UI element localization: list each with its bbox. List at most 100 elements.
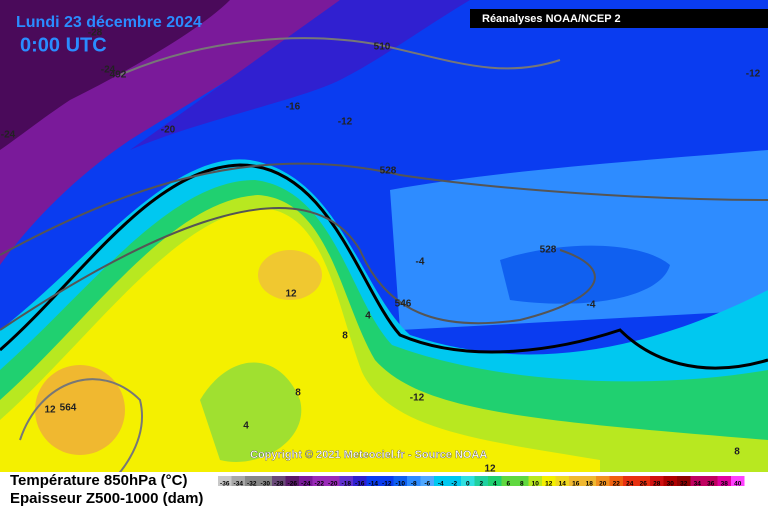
contour-label: -12	[338, 117, 353, 128]
scale-tick: 38	[721, 481, 729, 488]
scale-swatch	[231, 476, 245, 486]
scale-swatch	[461, 476, 475, 486]
scale-tick: 30	[667, 481, 675, 488]
scale-swatch	[690, 476, 704, 486]
contour-label: 492	[110, 70, 127, 81]
contour-label: 4	[365, 311, 371, 322]
contour-label: 8	[342, 331, 348, 342]
color-scale: -36 -34 -32 -30 -28 -26 -24 -22 -20 -18 -16 -14 -12-…	[218, 476, 745, 488]
time: 0:00 UTC	[20, 34, 107, 56]
scale-tick: 0	[466, 481, 470, 488]
thickness-contour	[0, 207, 596, 331]
scale-swatch	[420, 476, 434, 486]
source: Réanalyses NOAA/NCEP 2	[482, 13, 621, 25]
scale-tick: 40	[734, 481, 742, 488]
zero-isotherm	[0, 163, 768, 370]
scale-swatch	[542, 476, 556, 486]
scale-swatch	[717, 476, 731, 486]
scale-swatch	[218, 476, 232, 486]
scale-tick: -16	[355, 481, 365, 488]
scale-tick: 32	[680, 481, 688, 488]
scale-tick: -30	[261, 481, 271, 488]
contour-label: 8	[734, 447, 740, 458]
contour-label: -12	[410, 393, 425, 404]
scale-swatch	[353, 476, 367, 486]
green-pocket	[200, 362, 302, 462]
contour-label: -20	[161, 125, 176, 136]
contour-label: -28	[88, 28, 103, 39]
scale-tick: -20	[328, 481, 338, 488]
contour-label: 528	[540, 245, 557, 256]
scale-tick: 28	[653, 481, 661, 488]
copyright: Copyright © 2021 Meteociel.fr - Source N…	[250, 449, 487, 461]
scale-swatch	[488, 476, 502, 486]
scale-swatch	[447, 476, 461, 486]
scale-tick: 26	[640, 481, 648, 488]
scale-tick: 16	[572, 481, 580, 488]
source-bar	[470, 9, 768, 28]
contour-label: 4	[243, 421, 249, 432]
scale-tick: -10	[396, 481, 406, 488]
scale-swatch	[299, 476, 313, 486]
scale-swatch	[258, 476, 272, 486]
scale-swatch	[366, 476, 380, 486]
cool-area	[390, 150, 768, 330]
scale-tick: 8	[520, 481, 524, 488]
thickness-contour	[119, 37, 561, 76]
scale-tick: -12	[382, 481, 392, 488]
scale-tick: -18	[342, 481, 352, 488]
scale-swatch	[582, 476, 596, 486]
scale-tick: -34	[234, 481, 244, 488]
scale-swatch	[474, 476, 488, 486]
scale-tick: -14	[369, 481, 379, 488]
scale-swatch	[677, 476, 691, 486]
scale-tick: -28	[274, 481, 284, 488]
scale-swatch	[339, 476, 353, 486]
scale-tick: 4	[493, 481, 497, 488]
contour-label: 12	[44, 405, 56, 416]
thickness-contour	[0, 162, 768, 256]
contour-label: 12	[484, 464, 496, 475]
scale-swatch	[245, 476, 259, 486]
scale-tick: 12	[545, 481, 553, 488]
scale-tick: 24	[626, 481, 634, 488]
contour-label: 8	[295, 388, 301, 399]
yellow-area	[0, 208, 600, 512]
scale-tick: -32	[247, 481, 257, 488]
scale-swatch	[312, 476, 326, 486]
contour-label: -12	[746, 69, 761, 80]
scale-swatch	[609, 476, 623, 486]
scale-swatch	[407, 476, 421, 486]
scale-swatch	[636, 476, 650, 486]
scale-tick: 2	[479, 481, 483, 488]
blue-violet-area	[130, 0, 470, 150]
scale-tick: -2	[451, 481, 457, 488]
scale-swatch	[434, 476, 448, 486]
contour-label: -16	[286, 102, 301, 113]
scale-swatch	[272, 476, 286, 486]
scale-tick: 36	[707, 481, 715, 488]
scale-swatch	[380, 476, 394, 486]
scale-swatch	[326, 476, 340, 486]
cool-core	[500, 245, 670, 304]
scale-tick: 20	[599, 481, 607, 488]
contour-label: 564	[60, 403, 77, 414]
scale-tick: -4	[438, 481, 444, 488]
scale-swatch	[650, 476, 664, 486]
scale-swatch	[393, 476, 407, 486]
scale-swatch	[555, 476, 569, 486]
scale-tick: -6	[424, 481, 430, 488]
scale-swatch	[569, 476, 583, 486]
scale-tick: -36	[220, 481, 230, 488]
scale-swatch	[704, 476, 718, 486]
scale-tick: 10	[532, 481, 540, 488]
legend-title: Epaisseur Z500-1000 (dam)	[10, 490, 203, 507]
scale-swatch	[285, 476, 299, 486]
date: Lundi 23 décembre 2024	[16, 14, 202, 31]
contour-label: -4	[587, 300, 596, 311]
scale-swatch	[731, 476, 745, 486]
contour-label: -24	[101, 65, 116, 76]
scale-swatch	[501, 476, 515, 486]
